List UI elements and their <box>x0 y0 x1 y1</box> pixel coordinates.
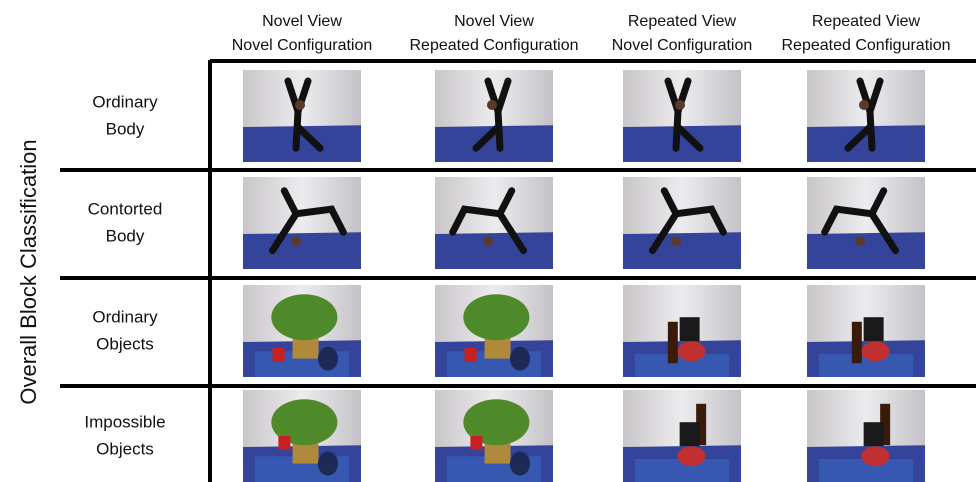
photo-plant <box>463 399 530 446</box>
photo-floor <box>435 232 553 269</box>
photo-shoe <box>863 422 884 447</box>
column-header: Repeated Configuration <box>409 37 578 54</box>
row-label: Ordinary <box>92 92 158 111</box>
photo-basket <box>292 440 319 464</box>
row-label: Objects <box>96 334 154 353</box>
photo-cup <box>278 436 291 450</box>
photo-table <box>634 459 730 482</box>
photo-cup <box>470 436 483 450</box>
column-header: Novel Configuration <box>612 37 753 54</box>
photo <box>243 285 361 377</box>
photo-head <box>671 236 682 247</box>
photo-cup <box>272 347 285 362</box>
photo <box>623 70 741 162</box>
photo-head <box>675 99 685 110</box>
photo <box>435 177 553 269</box>
row-label: Impossible <box>84 412 165 431</box>
photo-fruit <box>861 341 890 362</box>
photo-shoe <box>679 317 700 342</box>
photo-cup <box>464 347 477 362</box>
column-header: Repeated View <box>628 13 737 30</box>
photo-plant <box>463 294 530 341</box>
photo <box>435 390 553 482</box>
photo-shoe <box>863 317 884 342</box>
row-label: Body <box>106 119 145 138</box>
photo-floor <box>807 125 925 162</box>
row-label: Objects <box>96 439 154 458</box>
photo-basket <box>484 335 511 359</box>
column-header: Novel Configuration <box>232 37 373 54</box>
photo-head <box>487 99 497 110</box>
photo-roll <box>317 451 338 476</box>
photo-floor <box>243 125 361 162</box>
photo-figure <box>821 187 899 255</box>
photo-floor <box>435 125 553 162</box>
side-label: Overall Block Classification <box>16 139 41 404</box>
photo-head <box>291 236 302 247</box>
photo-table <box>634 354 730 377</box>
photo-figure <box>649 187 727 255</box>
column-header: Repeated Configuration <box>781 37 950 54</box>
photo <box>435 285 553 377</box>
photo-head <box>859 99 869 110</box>
column-header: Novel View <box>262 13 342 30</box>
photo-bottle <box>696 403 707 446</box>
photo-floor <box>243 232 361 269</box>
photo-bottle <box>667 321 678 364</box>
photo <box>623 177 741 269</box>
photo-head <box>295 99 305 110</box>
row-label: Ordinary <box>92 307 158 326</box>
photo-floor <box>623 125 741 162</box>
photo-head <box>855 236 866 247</box>
photo <box>243 70 361 162</box>
photo <box>435 70 553 162</box>
photo-plant <box>271 399 338 446</box>
photo-table <box>818 459 914 482</box>
photo-table <box>818 354 914 377</box>
photo-roll <box>509 346 530 371</box>
photo-basket <box>484 440 511 464</box>
photo-plant <box>271 294 338 341</box>
photo <box>243 177 361 269</box>
photo-bottle <box>880 403 891 446</box>
photo-bottle <box>851 321 862 364</box>
photo <box>807 70 925 162</box>
column-header: Repeated View <box>812 13 921 30</box>
photo-roll <box>509 451 530 476</box>
photo-head <box>483 236 494 247</box>
photo-floor <box>807 232 925 269</box>
photo-shoe <box>679 422 700 447</box>
photo-basket <box>292 335 319 359</box>
photo <box>623 390 741 482</box>
photo-fruit <box>677 446 706 467</box>
photo <box>243 390 361 482</box>
photo-floor <box>623 232 741 269</box>
photo <box>807 177 925 269</box>
photo-roll <box>317 346 338 371</box>
photo-figure <box>449 187 527 255</box>
row-label: Contorted <box>88 199 163 218</box>
column-header: Novel View <box>454 13 534 30</box>
photo <box>807 285 925 377</box>
photo <box>623 285 741 377</box>
photo-figure <box>269 187 347 255</box>
photo-fruit <box>677 341 706 362</box>
row-label: Body <box>106 226 145 245</box>
photo <box>807 390 925 482</box>
photo-fruit <box>861 446 890 467</box>
